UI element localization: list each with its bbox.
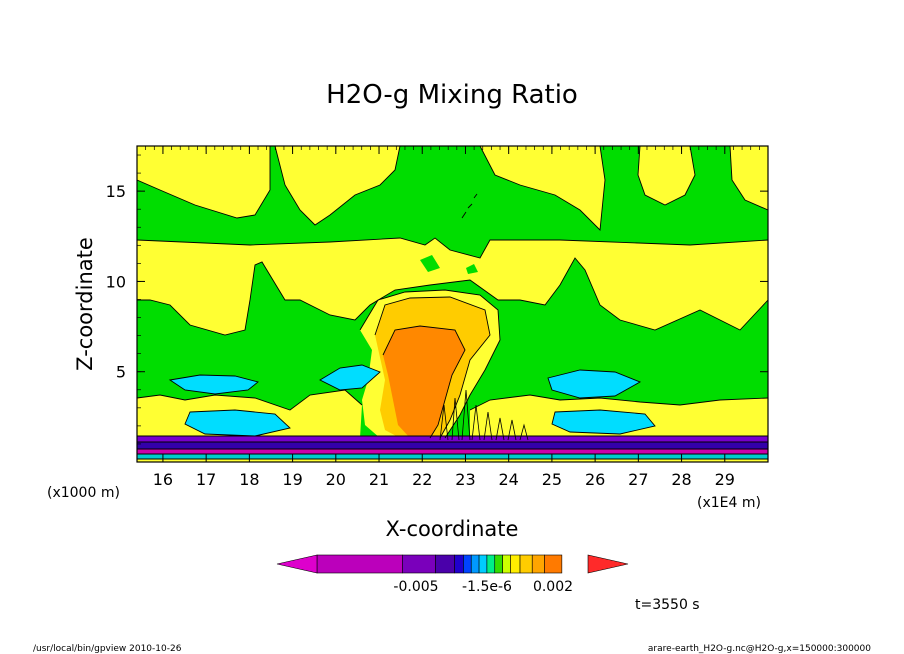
- x-axis-ticks: 16 17 18 19 20 21 22 23 24 25 26 27 28 29: [136, 146, 769, 489]
- upper-left-lobe: [137, 146, 270, 218]
- colorbar-segment: [494, 554, 503, 574]
- y-tick-label: 5: [116, 363, 126, 382]
- x-tick-label: 28: [671, 470, 691, 489]
- x-tick-label: 18: [239, 470, 259, 489]
- colorbar-min-triangle: [276, 554, 318, 574]
- x-tick-label: 26: [585, 470, 605, 489]
- surface-bottom-band: [137, 459, 768, 462]
- cyan-lobe-lower-left: [185, 410, 290, 436]
- colorbar-segment: [502, 554, 511, 574]
- colorbar-segment: [486, 554, 496, 574]
- upper-band-region: [137, 238, 768, 335]
- chart-title: H2O-g Mixing Ratio: [326, 80, 578, 110]
- colorbar-segment: [316, 554, 403, 574]
- contour-lines: [137, 146, 768, 460]
- x-tick-label: 17: [196, 470, 216, 489]
- surface-dark-band: [137, 442, 768, 449]
- cyan-lobe-lower-right: [552, 410, 655, 434]
- upper-center-right-lobe: [480, 146, 605, 230]
- colorbar-label-2: -1.5e-6: [462, 579, 512, 595]
- colorbar-segment: [454, 554, 464, 574]
- x-tick-label: 21: [369, 470, 389, 489]
- colorbar-label-1: -0.005: [393, 579, 438, 595]
- colorbar-segment: [478, 554, 488, 574]
- x-tick-label: 16: [153, 470, 173, 489]
- y-axis-ticks: 5 10 15: [106, 154, 768, 445]
- colorbar-segment: [402, 554, 436, 574]
- x-tick-label: 20: [326, 470, 346, 489]
- x-tick-label: 22: [412, 470, 432, 489]
- y-axis-unit-label: (x1000 m): [47, 485, 120, 501]
- y-tick-label: 10: [106, 272, 126, 291]
- x-tick-label: 19: [282, 470, 302, 489]
- y-axis-title: Z-coordinate: [73, 237, 97, 371]
- plot-frame: [136, 145, 769, 463]
- x-tick-label: 27: [628, 470, 648, 489]
- plume-core-region: [383, 326, 465, 438]
- small-green-patch-2: [466, 264, 478, 274]
- colorbar: [276, 554, 629, 574]
- x-axis-unit-label: (x1E4 m): [697, 495, 761, 511]
- cyan-lobe-right: [548, 370, 640, 398]
- colorbar-segment: [544, 554, 563, 574]
- surface-magenta-band: [137, 449, 768, 454]
- colorbar-segment: [435, 554, 455, 574]
- footer-left: /usr/local/bin/gpview 2010-10-26: [33, 644, 182, 654]
- colorbar-max-triangle: [587, 554, 629, 574]
- upper-right-lobe: [638, 146, 695, 205]
- colorbar-segment: [470, 554, 480, 574]
- x-tick-label: 24: [499, 470, 519, 489]
- upper-far-right-lobe: [730, 146, 768, 210]
- time-label: t=3550 s: [635, 597, 700, 613]
- surface-purple-band: [137, 436, 768, 442]
- surface-cyan-band: [137, 454, 768, 459]
- small-green-patch-1: [420, 255, 440, 272]
- cyan-lobe-left: [170, 375, 258, 394]
- colorbar-label-3: 0.002: [533, 579, 573, 595]
- y-tick-label: 15: [106, 182, 126, 201]
- x-tick-label: 25: [542, 470, 562, 489]
- x-axis-title: X-coordinate: [386, 517, 519, 541]
- colorbar-segment: [510, 554, 521, 574]
- colorbar-segment: [519, 554, 533, 574]
- contour-plot-area: [137, 146, 768, 462]
- colorbar-segment: [531, 554, 545, 574]
- colorbar-segment: [463, 554, 472, 574]
- footer-right: arare-earth_H2O-g.nc@H2O-g,x=150000:3000…: [648, 644, 871, 654]
- upper-center-left-lobe: [275, 146, 400, 225]
- x-tick-label: 29: [715, 470, 735, 489]
- x-tick-label: 23: [455, 470, 475, 489]
